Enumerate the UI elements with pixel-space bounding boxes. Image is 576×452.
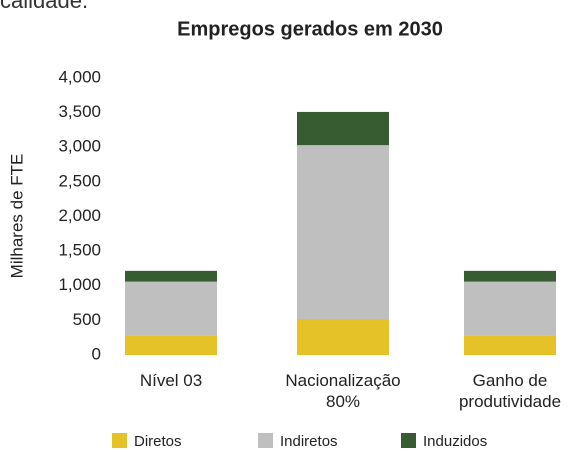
bar-segment bbox=[125, 281, 217, 336]
y-tick-label: 4,000 bbox=[58, 67, 101, 86]
bar-segment bbox=[464, 335, 556, 355]
y-tick-label: 500 bbox=[73, 310, 101, 329]
bar-segment bbox=[125, 335, 217, 355]
y-tick-label: 3,000 bbox=[58, 137, 101, 156]
y-tick-label: 0 bbox=[92, 344, 101, 363]
bar-segment bbox=[125, 270, 217, 282]
legend-swatch bbox=[258, 433, 273, 448]
x-tick-label: Nacionalização 80% bbox=[285, 371, 401, 411]
x-tick-label: Nível 03 bbox=[139, 371, 203, 390]
x-tick-label: Ganho de produtividade bbox=[458, 371, 562, 411]
bar-segment bbox=[464, 270, 556, 282]
bar-segment bbox=[297, 145, 389, 319]
y-tick-label: 1,000 bbox=[58, 275, 101, 294]
legend-label: Indiretos bbox=[280, 433, 338, 450]
legend-swatch bbox=[401, 433, 416, 448]
y-tick-label: 3,500 bbox=[58, 102, 101, 121]
chart-title: Empregos gerados em 2030 bbox=[177, 18, 443, 40]
legend-label: Induzidos bbox=[423, 433, 487, 450]
bar-segment bbox=[297, 318, 389, 355]
y-axis-label: Milhares de FTE bbox=[7, 154, 26, 279]
y-tick-label: 1,500 bbox=[58, 241, 101, 260]
legend-swatch bbox=[112, 433, 127, 448]
y-tick-label: 2,000 bbox=[58, 206, 101, 225]
bar-segment bbox=[297, 111, 389, 146]
y-tick-label: 2,500 bbox=[58, 171, 101, 190]
legend-label: Diretos bbox=[134, 433, 182, 450]
bar-segment bbox=[464, 281, 556, 336]
header-text: calidade. bbox=[0, 0, 89, 13]
